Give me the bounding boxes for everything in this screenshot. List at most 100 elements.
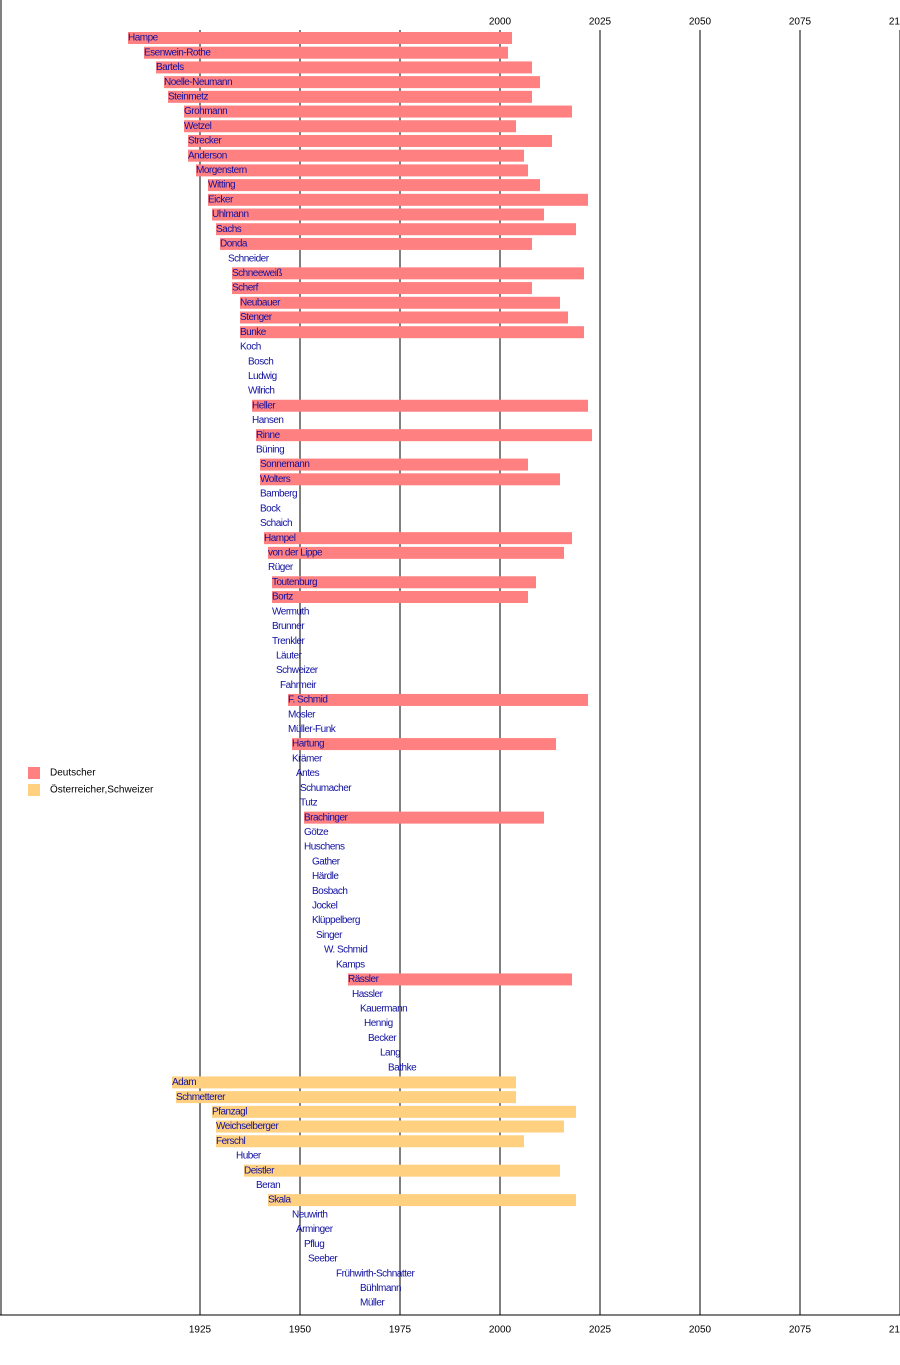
x-tick-label-top: 2075 bbox=[789, 17, 812, 28]
row-label: F. Schmid bbox=[288, 695, 327, 706]
legend-swatch bbox=[28, 784, 40, 796]
row-label: Koch bbox=[240, 342, 261, 353]
bar bbox=[256, 429, 592, 442]
row-label: Klüppelberg bbox=[312, 915, 360, 926]
row-label: Kauermann bbox=[360, 1004, 407, 1015]
bar bbox=[188, 134, 552, 147]
bar bbox=[272, 590, 528, 603]
bar bbox=[268, 546, 564, 559]
bar bbox=[264, 532, 572, 545]
legend-label: Österreicher,Schweizer bbox=[50, 784, 154, 796]
row-label: Läuter bbox=[276, 650, 303, 661]
row-label: Bosbach bbox=[312, 886, 347, 897]
row-label: Wilrich bbox=[248, 386, 275, 397]
row-label: Trenkler bbox=[272, 636, 305, 647]
row-label: Weichselberger bbox=[216, 1121, 279, 1132]
row-label: Wolters bbox=[260, 474, 291, 485]
row-label: Hampel bbox=[264, 533, 296, 544]
x-tick-label: 1950 bbox=[289, 1325, 312, 1336]
row-label: Bortz bbox=[272, 592, 293, 603]
row-label: Skala bbox=[268, 1195, 291, 1206]
row-label: Sonnemann bbox=[260, 459, 309, 470]
row-label: Donda bbox=[220, 239, 248, 250]
x-tick-label: 2100 bbox=[889, 1325, 900, 1336]
bar bbox=[184, 120, 516, 133]
row-label: Tutz bbox=[300, 798, 318, 809]
bar bbox=[240, 326, 584, 339]
x-tick-label-top: 2025 bbox=[589, 17, 612, 28]
row-label: Esenwein-Rothe bbox=[144, 47, 211, 58]
row-label: Kamps bbox=[336, 959, 365, 970]
row-label: Deistler bbox=[244, 1165, 275, 1176]
row-label: Sachs bbox=[216, 224, 242, 235]
bar bbox=[212, 1105, 576, 1118]
bar bbox=[212, 208, 544, 221]
row-label: Hansen bbox=[252, 415, 283, 426]
row-label: Steinmetz bbox=[168, 91, 208, 102]
legend-swatch bbox=[28, 767, 40, 779]
row-label: Noelle-Neumann bbox=[164, 77, 232, 88]
row-label: Müller-Funk bbox=[288, 724, 337, 735]
row-label: Anderson bbox=[188, 150, 227, 161]
row-label: Pflug bbox=[304, 1239, 324, 1250]
bar bbox=[260, 458, 528, 471]
row-label: Huschens bbox=[304, 842, 345, 853]
bar bbox=[240, 296, 560, 309]
row-label: Stenger bbox=[240, 312, 273, 323]
row-label: Arminger bbox=[296, 1224, 334, 1235]
row-label: Huber bbox=[236, 1151, 262, 1162]
row-label: Gather bbox=[312, 856, 341, 867]
row-label: Seeber bbox=[308, 1254, 338, 1265]
bar bbox=[252, 399, 588, 412]
x-tick-label-top: 2000 bbox=[489, 17, 512, 28]
bar bbox=[292, 738, 556, 751]
row-label: Antes bbox=[296, 768, 320, 779]
x-tick-label: 2000 bbox=[489, 1325, 512, 1336]
row-label: Witting bbox=[208, 180, 235, 191]
row-label: Uhlmann bbox=[212, 209, 249, 220]
bar bbox=[144, 46, 508, 59]
bar bbox=[188, 149, 524, 162]
row-label: Brunner bbox=[272, 621, 305, 632]
row-label: Neubauer bbox=[240, 297, 281, 308]
row-label: Wermuth bbox=[272, 606, 309, 617]
row-label: Hennig bbox=[364, 1018, 393, 1029]
row-label: Brachinger bbox=[304, 812, 349, 823]
row-label: Rinne bbox=[256, 430, 281, 441]
legend-label: Deutscher bbox=[50, 768, 96, 779]
bar bbox=[216, 223, 576, 236]
row-label: Pfanzagl bbox=[212, 1106, 247, 1117]
row-label: Hassler bbox=[352, 989, 384, 1000]
row-label: Schweizer bbox=[276, 665, 319, 676]
x-tick-label-top: 2050 bbox=[689, 17, 712, 28]
row-label: Frühwirth-Schnatter bbox=[336, 1268, 415, 1279]
bar bbox=[196, 164, 528, 177]
bar bbox=[240, 311, 568, 324]
bar bbox=[184, 105, 572, 118]
row-label: Singer bbox=[316, 930, 343, 941]
row-label: Grohmann bbox=[184, 106, 227, 117]
row-label: Müller bbox=[360, 1298, 385, 1309]
row-label: Jockel bbox=[312, 901, 338, 912]
row-label: Bathke bbox=[388, 1062, 417, 1073]
bar bbox=[172, 1076, 516, 1089]
row-label: Bühlmann bbox=[360, 1283, 401, 1294]
bar bbox=[348, 973, 572, 986]
bar bbox=[304, 811, 544, 824]
row-label: Ferschl bbox=[216, 1136, 246, 1147]
row-label: Schumacher bbox=[300, 783, 352, 794]
x-tick-label: 2075 bbox=[789, 1325, 812, 1336]
x-tick-label-top: 2100 bbox=[889, 17, 900, 28]
x-tick-label: 1925 bbox=[189, 1325, 212, 1336]
bar bbox=[216, 1135, 524, 1148]
x-tick-label: 2050 bbox=[689, 1325, 712, 1336]
x-tick-label: 1975 bbox=[389, 1325, 412, 1336]
row-label: Neuwirth bbox=[292, 1209, 327, 1220]
row-label: Büning bbox=[256, 445, 284, 456]
bar bbox=[232, 267, 584, 280]
row-label: Rässler bbox=[348, 974, 380, 985]
bar bbox=[288, 693, 588, 706]
row-label: Schneider bbox=[228, 253, 270, 264]
row-label: Lang bbox=[380, 1048, 400, 1059]
